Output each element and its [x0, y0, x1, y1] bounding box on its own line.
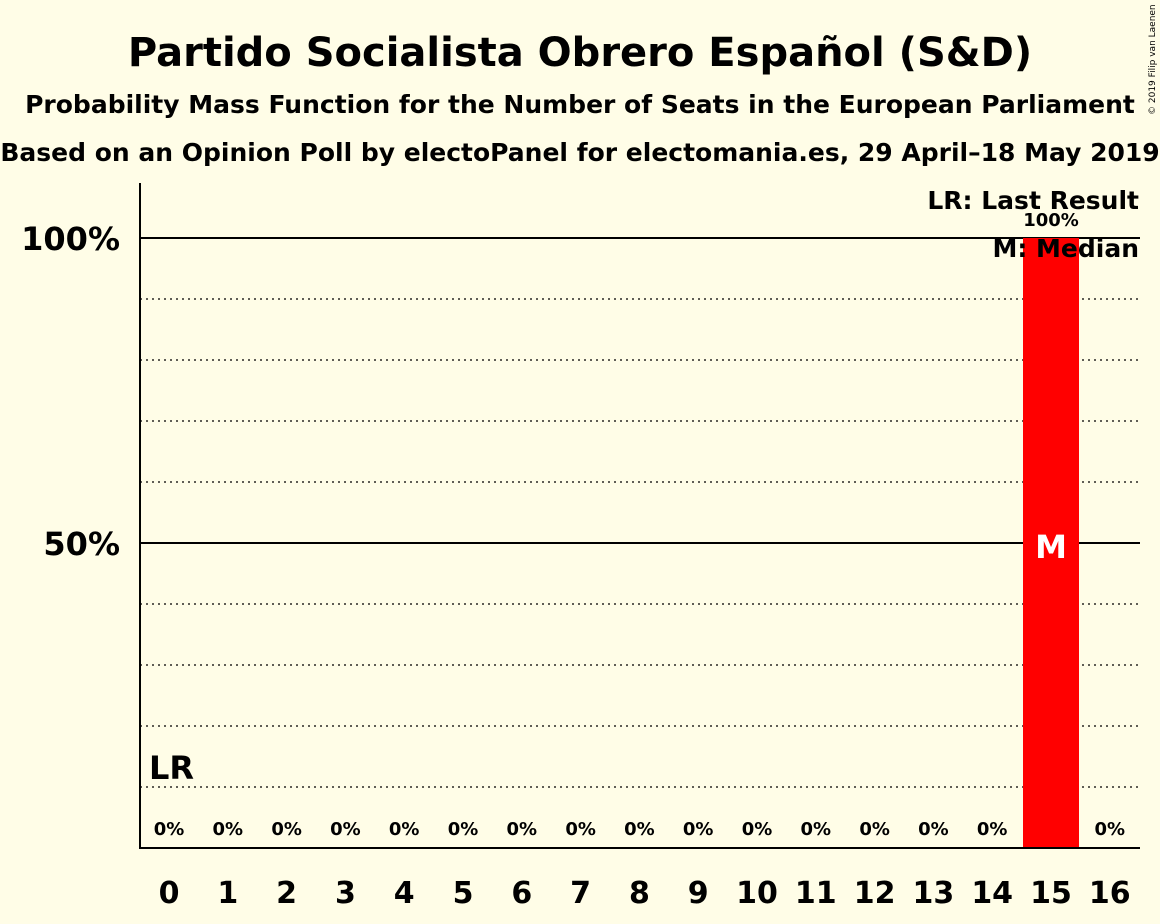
x-tick-label: 16 — [1089, 876, 1131, 911]
grid-lines — [140, 237, 1140, 788]
data-label: 0% — [742, 819, 773, 840]
data-label: 0% — [389, 819, 420, 840]
legend-last-result: LR: Last Result — [927, 186, 1139, 215]
data-label: 0% — [859, 819, 890, 840]
data-label: 0% — [448, 819, 479, 840]
data-label: 0% — [213, 819, 244, 840]
x-tick-label: 9 — [688, 876, 709, 911]
x-tick-label: 2 — [276, 876, 297, 911]
x-tick-label: 8 — [629, 876, 650, 911]
y-tick-label: 50% — [43, 525, 120, 563]
x-tick-label: 15 — [1030, 876, 1072, 911]
x-tick-label: 7 — [570, 876, 591, 911]
data-label: 0% — [683, 819, 714, 840]
data-label: 100% — [1023, 210, 1079, 231]
data-label: 0% — [507, 819, 538, 840]
x-tick-label: 1 — [217, 876, 238, 911]
x-tick-label: 14 — [971, 876, 1013, 911]
x-tick-label: 11 — [795, 876, 837, 911]
bar — [1023, 238, 1079, 848]
data-label: 0% — [801, 819, 832, 840]
data-label: 0% — [154, 819, 185, 840]
y-axis-ticks: 50% 100% — [21, 220, 120, 563]
x-tick-label: 6 — [511, 876, 532, 911]
chart-subtitle: Probability Mass Function for the Number… — [25, 90, 1135, 119]
x-tick-label: 0 — [159, 876, 180, 911]
data-label: 0% — [977, 819, 1008, 840]
x-axis-ticks: 0 1 2 3 4 5 6 7 8 9 10 11 12 13 14 15 16 — [159, 876, 1131, 911]
data-label: 0% — [271, 819, 302, 840]
median-marker: M — [1035, 528, 1067, 566]
bars — [1023, 238, 1079, 848]
data-label: 0% — [1095, 819, 1126, 840]
chart-subtitle-source: Based on an Opinion Poll by electoPanel … — [0, 138, 1159, 167]
legend-median: M: Median — [992, 234, 1139, 263]
x-tick-label: 5 — [453, 876, 474, 911]
y-tick-label: 100% — [21, 220, 120, 258]
x-tick-label: 10 — [736, 876, 778, 911]
data-label: 0% — [624, 819, 655, 840]
x-tick-label: 12 — [854, 876, 896, 911]
x-tick-label: 4 — [394, 876, 415, 911]
data-labels: 0% 0% 0% 0% 0% 0% 0% 0% 0% 0% 0% 0% 0% 0% 0% 100% 0% — [154, 210, 1125, 840]
chart-title: Partido Socialista Obrero Español (S&D) — [128, 30, 1032, 76]
x-tick-label: 13 — [913, 876, 955, 911]
data-label: 0% — [330, 819, 361, 840]
copyright-text: © 2019 Filip van Laenen — [1148, 4, 1158, 115]
x-tick-label: 3 — [335, 876, 356, 911]
data-label: 0% — [565, 819, 596, 840]
data-label: 0% — [918, 819, 949, 840]
last-result-marker: LR — [149, 749, 194, 787]
